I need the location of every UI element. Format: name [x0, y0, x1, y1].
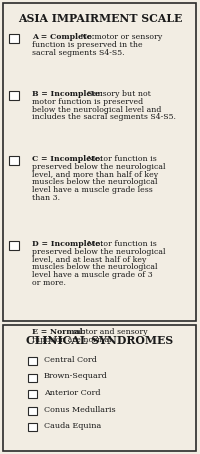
Bar: [28, 423, 37, 431]
Text: B = Incomplete:: B = Incomplete:: [32, 90, 103, 98]
Bar: [28, 374, 37, 381]
Text: level, and more than half of key: level, and more than half of key: [32, 171, 158, 178]
Text: D = Incomplete:: D = Incomplete:: [32, 240, 103, 248]
Text: motor and sensory: motor and sensory: [71, 328, 148, 336]
Text: No motor or sensory: No motor or sensory: [78, 33, 162, 41]
Text: level, and at least half of key: level, and at least half of key: [32, 256, 146, 264]
Text: Sensory but not: Sensory but not: [85, 90, 151, 98]
Bar: [3, 3, 196, 321]
Text: Motor function is: Motor function is: [85, 155, 157, 163]
Text: muscles below the neurological: muscles below the neurological: [32, 263, 158, 271]
Text: level have a muscle grade less: level have a muscle grade less: [32, 186, 153, 194]
Text: function are normal: function are normal: [32, 336, 112, 344]
Text: Central Cord: Central Cord: [44, 356, 97, 364]
Text: than 3.: than 3.: [32, 194, 60, 202]
Text: below the neurological level and: below the neurological level and: [32, 106, 161, 114]
Text: Conus Medullaris: Conus Medullaris: [44, 405, 116, 414]
Text: preserved below the neurological: preserved below the neurological: [32, 163, 166, 171]
Bar: [28, 357, 37, 365]
Text: motor function is preserved: motor function is preserved: [32, 98, 143, 106]
Text: function is preserved in the: function is preserved in the: [32, 41, 143, 49]
Text: C = Incomplete:: C = Incomplete:: [32, 155, 103, 163]
Bar: [3, 325, 196, 451]
Text: or more.: or more.: [32, 279, 66, 287]
Text: level have a muscle grade of 3: level have a muscle grade of 3: [32, 271, 153, 279]
Text: preserved below the neurological: preserved below the neurological: [32, 248, 166, 256]
Bar: [28, 406, 37, 415]
Bar: [9, 91, 19, 100]
Bar: [9, 34, 19, 43]
Text: muscles below the neurological: muscles below the neurological: [32, 178, 158, 187]
Bar: [9, 156, 19, 165]
Text: Cauda Equina: Cauda Equina: [44, 422, 101, 430]
Text: A = Complete:: A = Complete:: [32, 33, 95, 41]
Bar: [9, 329, 19, 338]
Text: sacral segments S4-S5.: sacral segments S4-S5.: [32, 49, 125, 57]
Bar: [9, 241, 19, 250]
Text: ASIA IMPAIRMENT SCALE: ASIA IMPAIRMENT SCALE: [18, 13, 182, 24]
Text: Motor function is: Motor function is: [85, 240, 157, 248]
Bar: [28, 390, 37, 398]
Text: E = Normal:: E = Normal:: [32, 328, 86, 336]
Text: Anterior Cord: Anterior Cord: [44, 389, 101, 397]
Text: includes the sacral segments S4-S5.: includes the sacral segments S4-S5.: [32, 114, 176, 121]
Text: CLINICAL SYNDROMES: CLINICAL SYNDROMES: [26, 335, 174, 346]
Text: Brown-Sequard: Brown-Sequard: [44, 372, 108, 380]
